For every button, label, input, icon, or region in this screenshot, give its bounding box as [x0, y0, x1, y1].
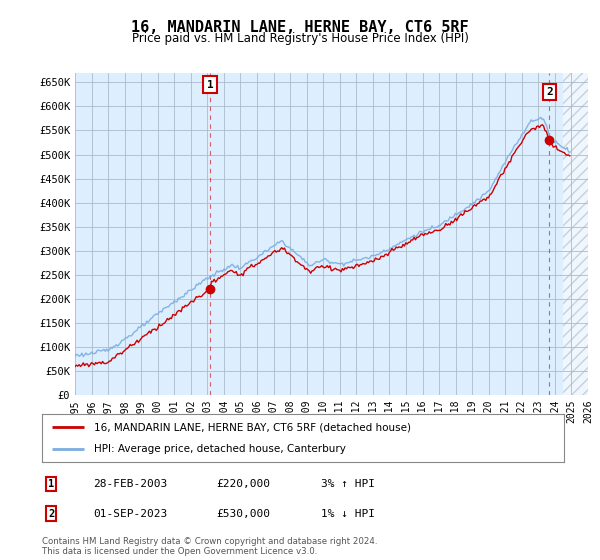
Text: Contains HM Land Registry data © Crown copyright and database right 2024.: Contains HM Land Registry data © Crown c… [42, 537, 377, 546]
Text: HPI: Average price, detached house, Canterbury: HPI: Average price, detached house, Cant… [94, 444, 346, 454]
Text: 3% ↑ HPI: 3% ↑ HPI [321, 479, 375, 489]
Text: 2: 2 [546, 87, 553, 97]
Text: This data is licensed under the Open Government Licence v3.0.: This data is licensed under the Open Gov… [42, 547, 317, 556]
Polygon shape [563, 73, 588, 395]
Text: £220,000: £220,000 [216, 479, 270, 489]
Text: 16, MANDARIN LANE, HERNE BAY, CT6 5RF (detached house): 16, MANDARIN LANE, HERNE BAY, CT6 5RF (d… [94, 422, 411, 432]
Text: 01-SEP-2023: 01-SEP-2023 [93, 508, 167, 519]
Text: 1: 1 [207, 80, 214, 90]
Text: 28-FEB-2003: 28-FEB-2003 [93, 479, 167, 489]
Text: Price paid vs. HM Land Registry's House Price Index (HPI): Price paid vs. HM Land Registry's House … [131, 32, 469, 45]
Text: 2: 2 [48, 508, 54, 519]
Text: 16, MANDARIN LANE, HERNE BAY, CT6 5RF: 16, MANDARIN LANE, HERNE BAY, CT6 5RF [131, 20, 469, 35]
Bar [563, 73, 588, 395]
Text: 1: 1 [48, 479, 54, 489]
Text: £530,000: £530,000 [216, 508, 270, 519]
Text: 1% ↓ HPI: 1% ↓ HPI [321, 508, 375, 519]
